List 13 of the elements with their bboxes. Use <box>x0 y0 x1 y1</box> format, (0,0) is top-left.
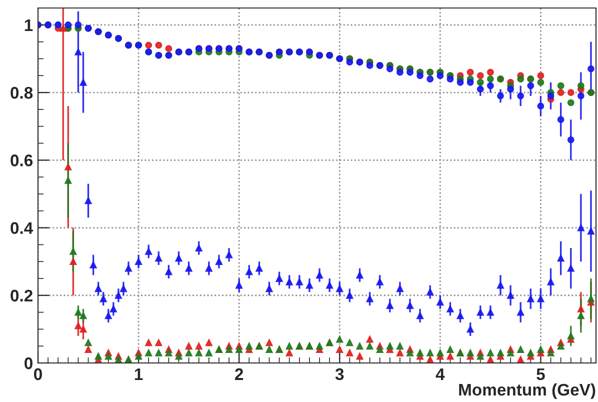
x-tick-label: 5 <box>536 368 545 380</box>
x-tick-label: 1 <box>134 368 143 380</box>
x-tick-label: 3 <box>335 368 344 380</box>
y-tick-label: 0.2 <box>10 290 32 302</box>
x-tick-label: 0 <box>34 368 42 380</box>
x-tick-label: 2 <box>235 368 244 380</box>
y-tick-label: 0.8 <box>10 86 33 99</box>
x-axis-title: Momentum (GeV) <box>459 383 596 399</box>
y-tick-label: 0 <box>24 357 32 370</box>
x-tick-label: 4 <box>436 368 445 380</box>
y-tick-label: 0.6 <box>10 154 33 166</box>
y-tick-label: 1 <box>24 19 33 31</box>
y-tick-label: 0.4 <box>10 222 34 234</box>
